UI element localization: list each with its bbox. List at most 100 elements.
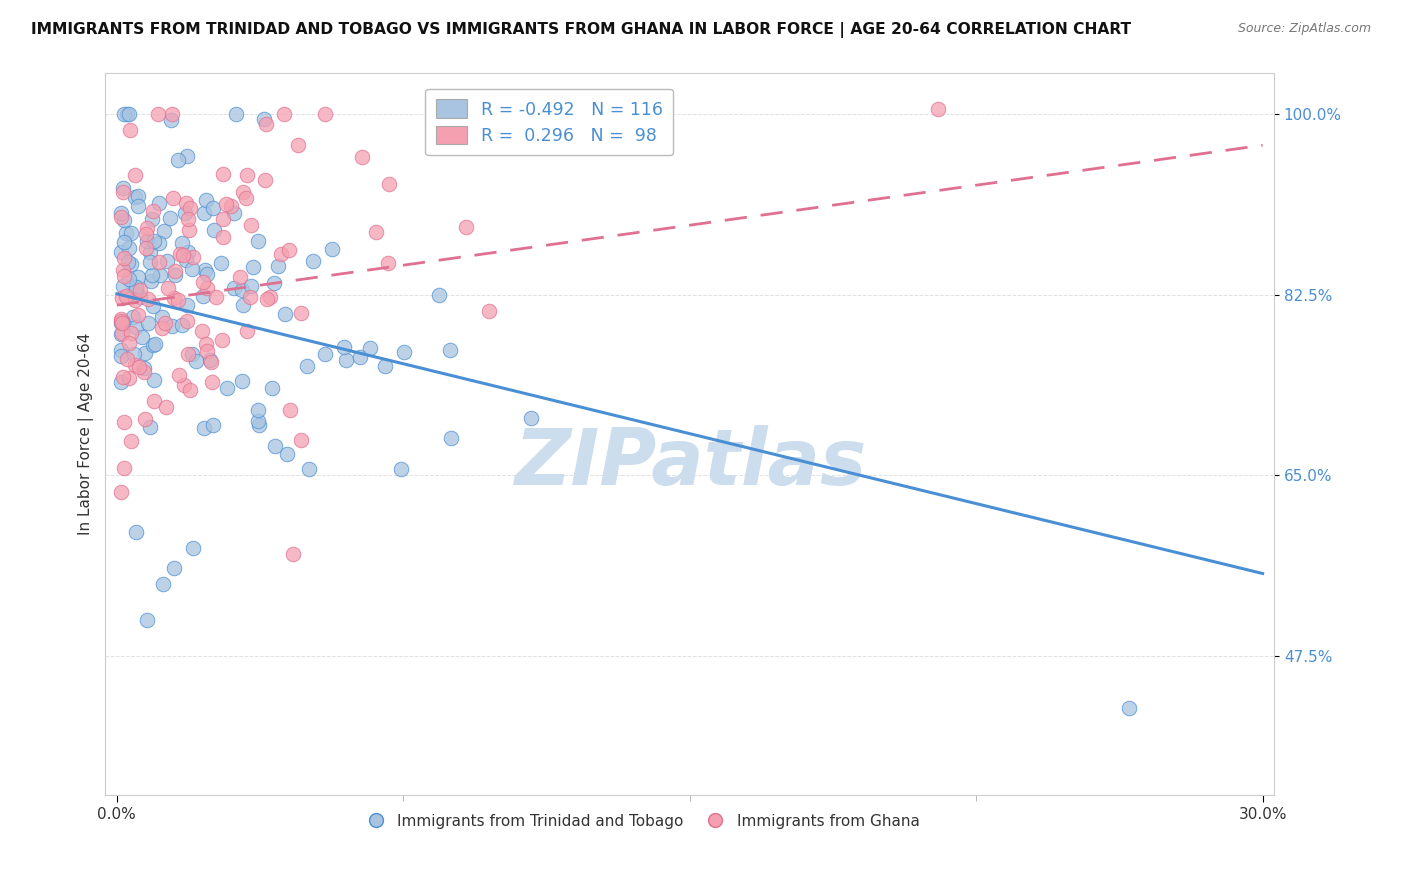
- Point: [128, 359, 150, 374]
- Point: [135, 221, 157, 235]
- Point: [110, 211, 132, 225]
- Point: [162, 107, 184, 121]
- Point: [127, 308, 149, 322]
- Point: [120, 326, 142, 341]
- Point: [191, 324, 214, 338]
- Point: [212, 167, 235, 181]
- Point: [273, 107, 295, 121]
- Point: [177, 212, 200, 227]
- Point: [112, 212, 135, 227]
- Point: [179, 383, 201, 397]
- Point: [160, 318, 183, 333]
- Point: [170, 235, 193, 250]
- Point: [181, 251, 204, 265]
- Point: [394, 344, 416, 359]
- Point: [253, 112, 276, 126]
- Point: [169, 247, 191, 261]
- Point: [232, 185, 254, 199]
- Point: [200, 355, 222, 369]
- Point: [224, 281, 246, 295]
- Point: [263, 440, 285, 454]
- Point: [124, 168, 146, 182]
- Point: [124, 293, 146, 307]
- Point: [111, 279, 134, 293]
- Point: [156, 281, 179, 295]
- Point: [247, 417, 270, 432]
- Point: [254, 172, 277, 186]
- Point: [254, 117, 277, 131]
- Point: [124, 190, 146, 204]
- Point: [278, 403, 301, 417]
- Point: [163, 291, 186, 305]
- Point: [122, 347, 145, 361]
- Point: [180, 261, 202, 276]
- Point: [141, 212, 163, 227]
- Point: [163, 268, 186, 282]
- Point: [110, 485, 132, 500]
- Legend: Immigrants from Trinidad and Tobago, Immigrants from Ghana: Immigrants from Trinidad and Tobago, Imm…: [360, 807, 925, 835]
- Point: [267, 259, 290, 273]
- Point: [125, 320, 148, 334]
- Point: [231, 375, 253, 389]
- Point: [290, 433, 312, 447]
- Point: [215, 197, 238, 211]
- Point: [440, 431, 463, 445]
- Point: [111, 369, 134, 384]
- Point: [314, 347, 336, 361]
- Point: [239, 290, 262, 304]
- Point: [125, 525, 148, 540]
- Point: [211, 211, 233, 226]
- Point: [927, 102, 949, 116]
- Point: [359, 341, 381, 355]
- Point: [247, 414, 270, 428]
- Point: [118, 335, 141, 350]
- Point: [276, 447, 298, 461]
- Point: [174, 252, 197, 267]
- Point: [120, 434, 142, 448]
- Point: [153, 224, 176, 238]
- Point: [110, 375, 132, 389]
- Point: [110, 311, 132, 326]
- Point: [127, 270, 149, 285]
- Point: [232, 298, 254, 312]
- Point: [118, 242, 141, 256]
- Point: [110, 343, 132, 358]
- Point: [136, 234, 159, 248]
- Point: [290, 306, 312, 320]
- Point: [270, 246, 292, 260]
- Point: [112, 181, 135, 195]
- Point: [212, 230, 235, 244]
- Point: [112, 415, 135, 429]
- Point: [195, 193, 218, 207]
- Point: [153, 316, 176, 330]
- Point: [112, 251, 135, 265]
- Point: [202, 418, 225, 433]
- Point: [155, 400, 177, 414]
- Point: [136, 316, 159, 330]
- Point: [112, 461, 135, 475]
- Point: [456, 220, 478, 235]
- Point: [128, 290, 150, 304]
- Point: [174, 196, 197, 211]
- Point: [160, 113, 183, 128]
- Point: [298, 462, 321, 476]
- Point: [378, 178, 401, 192]
- Point: [184, 354, 207, 368]
- Point: [129, 283, 152, 297]
- Point: [314, 107, 336, 121]
- Point: [1118, 700, 1140, 714]
- Point: [240, 278, 263, 293]
- Point: [235, 191, 257, 205]
- Point: [110, 313, 132, 327]
- Point: [110, 316, 132, 330]
- Point: [112, 268, 135, 283]
- Point: [122, 310, 145, 325]
- Point: [194, 336, 217, 351]
- Point: [162, 191, 184, 205]
- Point: [141, 274, 163, 288]
- Point: [156, 254, 179, 268]
- Point: [127, 199, 149, 213]
- Point: [173, 206, 195, 220]
- Point: [167, 368, 190, 383]
- Point: [389, 461, 412, 475]
